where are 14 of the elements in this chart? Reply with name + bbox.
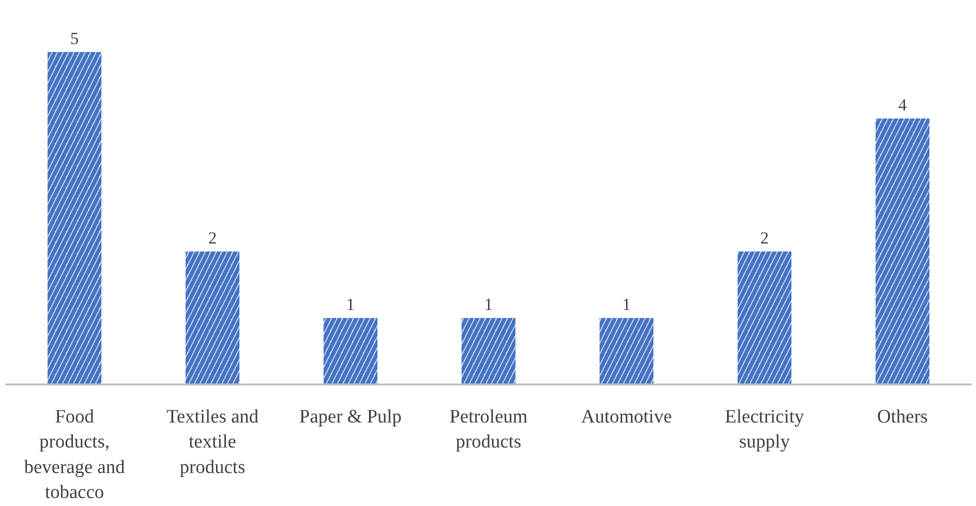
data-label: 4: [898, 96, 908, 115]
data-label: 1: [346, 295, 355, 314]
x-tick-label: Textiles and textile products: [166, 406, 260, 478]
data-label: 2: [760, 228, 769, 248]
x-tick-label: Paper & Pulp: [299, 406, 402, 428]
data-label: 5: [70, 29, 79, 48]
data-label: 1: [484, 295, 493, 314]
data-label: 1: [622, 295, 631, 314]
x-tick-label: Others: [877, 406, 928, 428]
x-tick-label: Food products, beverage and tobacco: [24, 406, 126, 504]
data-label: 2: [208, 228, 217, 248]
x-tick-label: Petroleum products: [449, 406, 528, 453]
x-tick-label: Automotive: [581, 406, 672, 428]
x-tick-label: Electricity supply: [724, 406, 805, 453]
